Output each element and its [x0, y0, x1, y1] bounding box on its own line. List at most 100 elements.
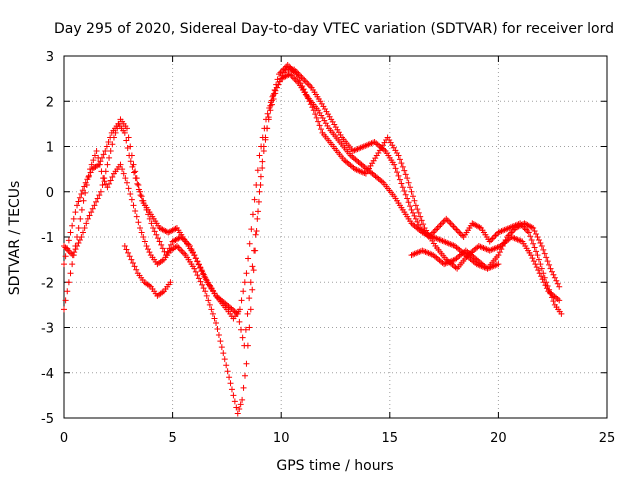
data-point: [491, 234, 498, 240]
data-point: [76, 194, 83, 201]
data-point: [209, 310, 216, 317]
data-point: [93, 148, 100, 155]
data-point: [556, 297, 563, 304]
data-point: [433, 226, 440, 233]
data-point: [135, 219, 142, 226]
data-point: [537, 240, 544, 247]
data-point: [227, 380, 234, 387]
series-track-b: [61, 66, 565, 417]
data-point: [241, 342, 248, 349]
data-point: [195, 261, 202, 268]
data-point: [231, 398, 238, 405]
data-point: [553, 277, 560, 284]
data-point: [446, 218, 453, 225]
data-point: [186, 243, 193, 250]
data-point: [297, 80, 304, 87]
data-point: [450, 223, 457, 230]
data-point: [408, 188, 415, 195]
data-point: [80, 197, 87, 204]
data-point: [274, 76, 281, 83]
data-point: [443, 215, 450, 222]
data-point: [254, 167, 261, 174]
data-point: [129, 260, 136, 267]
series-track-c: [61, 62, 563, 349]
data-point: [257, 173, 264, 180]
data-point: [316, 122, 323, 129]
data-point: [252, 231, 259, 238]
data-point: [312, 111, 319, 118]
data-point: [200, 270, 207, 277]
data-point: [106, 154, 113, 161]
data-point: [457, 230, 464, 237]
data-point: [294, 74, 301, 81]
data-point: [402, 171, 409, 178]
data-point: [102, 168, 109, 175]
data-point: [128, 152, 135, 159]
data-point: [489, 235, 496, 242]
data-point: [534, 234, 541, 240]
data-point: [202, 276, 209, 283]
data-point: [127, 191, 134, 198]
data-point: [198, 267, 205, 274]
data-point: [151, 228, 158, 235]
data-point: [250, 267, 257, 274]
x-tick-label: 10: [273, 431, 290, 446]
data-point: [211, 315, 218, 322]
data-point: [236, 306, 243, 313]
data-point: [405, 199, 412, 206]
data-point: [154, 235, 161, 242]
data-point: [530, 258, 537, 265]
data-point: [431, 227, 438, 234]
data-point: [88, 161, 95, 168]
data-point: [141, 238, 148, 245]
data-point: [220, 350, 227, 357]
data-point: [304, 80, 311, 87]
data-point: [242, 372, 248, 379]
data-point: [307, 101, 314, 108]
data-point: [132, 207, 139, 214]
data-point: [223, 362, 230, 369]
data-point: [535, 256, 542, 263]
data-point: [414, 218, 421, 225]
data-point: [203, 292, 210, 299]
data-point: [302, 78, 309, 85]
data-point: [300, 86, 307, 93]
data-point: [411, 212, 418, 219]
data-point: [241, 279, 248, 286]
data-point: [175, 244, 182, 251]
data-point: [128, 196, 135, 203]
data-point: [256, 152, 263, 159]
data-point: [303, 92, 310, 99]
data-point: [140, 234, 147, 240]
data-point: [202, 288, 209, 295]
data-point: [551, 274, 558, 281]
x-tick-label: 5: [168, 431, 176, 446]
data-point: [533, 264, 540, 271]
data-point: [299, 83, 306, 90]
data-point: [181, 250, 188, 257]
data-point: [94, 195, 101, 202]
data-point: [304, 95, 311, 102]
data-point: [71, 249, 78, 256]
data-point: [189, 249, 196, 256]
data-point: [188, 246, 195, 253]
data-point: [251, 247, 258, 254]
data-point: [140, 197, 147, 204]
data-point: [310, 107, 317, 114]
data-point: [206, 301, 213, 308]
data-point: [538, 243, 545, 250]
data-point: [547, 265, 554, 272]
data-point: [537, 261, 544, 268]
data-point: [148, 220, 155, 227]
data-point: [197, 278, 204, 285]
data-point: [87, 169, 94, 176]
data-point: [459, 232, 466, 239]
data-point: [96, 192, 103, 199]
data-point: [456, 229, 463, 236]
data-point: [296, 77, 303, 84]
series-track-a: [61, 71, 563, 322]
data-point: [61, 261, 67, 268]
data-point: [391, 161, 398, 168]
data-point: [218, 344, 225, 351]
data-point: [392, 165, 399, 172]
